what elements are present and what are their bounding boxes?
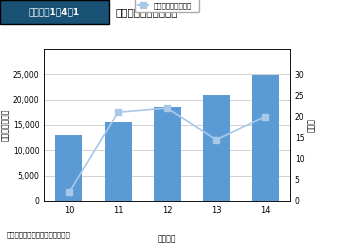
Bar bbox=[56, 135, 83, 201]
FancyBboxPatch shape bbox=[0, 0, 109, 24]
Y-axis label: （％）: （％） bbox=[307, 118, 316, 132]
Bar bbox=[252, 75, 279, 201]
Text: ロシアの国防費の推移: ロシアの国防費の推移 bbox=[116, 7, 178, 17]
Legend: 国防費（億ルーブル）, 対前年度伸率（％）: 国防費（億ルーブル）, 対前年度伸率（％） bbox=[135, 0, 199, 12]
Text: （注）ロシア政府による公表数値: （注）ロシア政府による公表数値 bbox=[7, 231, 71, 238]
Text: 図表Ｉ－1－4－1: 図表Ｉ－1－4－1 bbox=[29, 8, 80, 17]
Bar bbox=[153, 107, 181, 201]
Y-axis label: （億ルーブル）: （億ルーブル） bbox=[1, 109, 10, 141]
Bar bbox=[105, 122, 132, 201]
Bar bbox=[203, 95, 229, 201]
Text: （年度）: （年度） bbox=[158, 234, 176, 243]
